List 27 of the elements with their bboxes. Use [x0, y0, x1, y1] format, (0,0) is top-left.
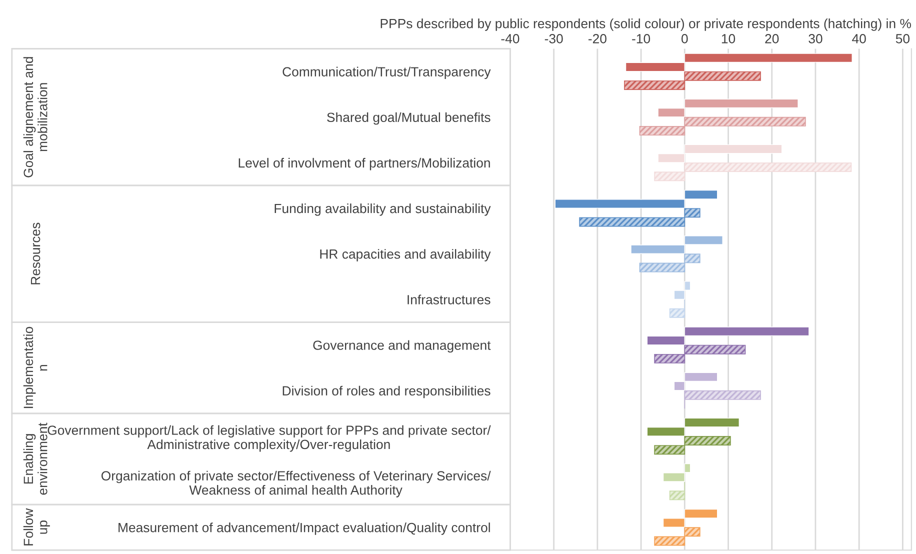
y-tick-label: Governance and management — [313, 340, 491, 353]
text: Follow up — [23, 508, 50, 546]
y-tick-label: Level of involvment of partners/Mobilization — [238, 158, 490, 170]
x-tick-label: -30 — [544, 34, 563, 44]
y-tick-label: Infrastructures — [408, 294, 490, 304]
x-tick-label: 30 — [808, 34, 822, 44]
y-tick-label: Shared goal/Mutual benefits — [327, 112, 490, 125]
y-tick-label: Funding availability and sustainability — [274, 204, 491, 216]
x-tick-label: 40 — [852, 34, 866, 44]
y-tick-label: Communication/Trust/Transparency — [282, 66, 491, 80]
x-tick-label: 0 — [681, 34, 688, 44]
text: Enabling environment — [23, 422, 48, 495]
y-tick-label: Government support/Lack of legislative support for PPPs and private sector/ Administrative complexity/Over-regulation — [48, 425, 491, 452]
y-tick-label: Measurement of advancement/Impact evaluation/Quality control — [118, 522, 490, 535]
x-tick-label: -20 — [588, 34, 606, 44]
x-axis-title: PPPs described by public respondents (solid colour) or private respondents (hatching) in % — [380, 18, 911, 31]
text: Implementatio n — [23, 326, 48, 408]
y-tick-label: Division of roles and responsibilities — [282, 386, 490, 398]
text: Resources — [30, 222, 40, 284]
x-tick-label: 50 — [896, 34, 910, 44]
y-tick-label: HR capacities and availability — [320, 249, 491, 262]
y-tick-label: Organization of private sector/Effectiveness of Veterinary Services/ Weakness of animal health Authority — [101, 470, 491, 498]
x-tick-label: 10 — [722, 34, 736, 44]
x-tick-label: 20 — [765, 34, 779, 44]
x-tick-label: -10 — [632, 34, 650, 44]
text: Goal alignement and mobilization — [23, 57, 48, 178]
x-tick-label: -40 — [501, 34, 520, 44]
